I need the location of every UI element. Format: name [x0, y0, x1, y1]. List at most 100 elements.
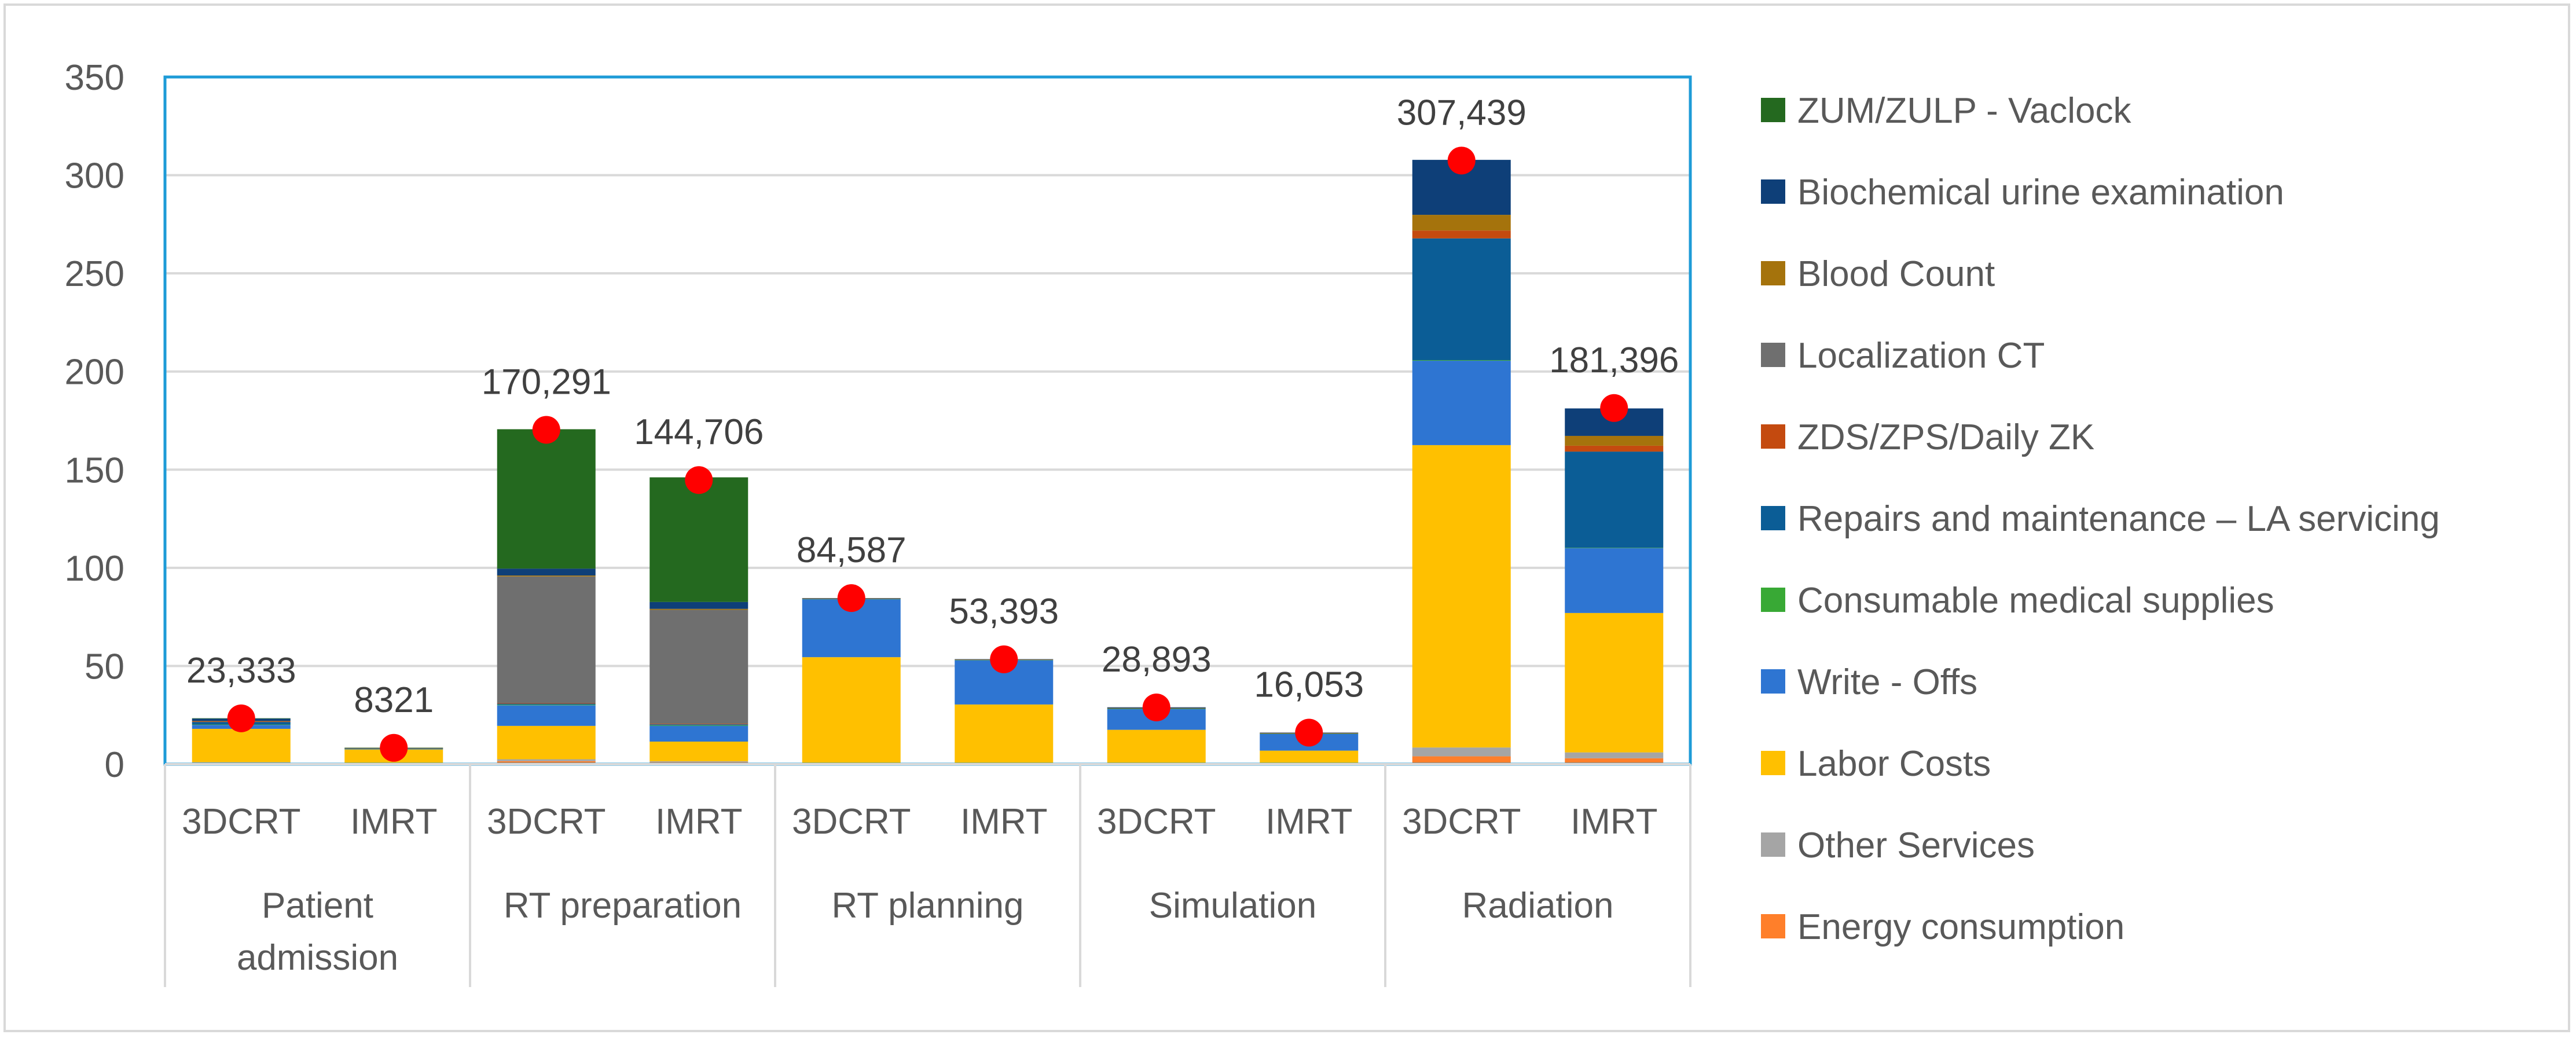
total-marker: [380, 733, 408, 762]
bar-segment: [497, 576, 596, 703]
x-category-label: 3DCRT: [1402, 802, 1521, 842]
bar-segment: [1412, 238, 1511, 361]
bar-segment: [1565, 452, 1664, 548]
bar-segment: [497, 759, 596, 761]
total-label: 53,393: [949, 592, 1059, 632]
x-group-label: admission: [237, 938, 398, 978]
bar-segment: [1412, 230, 1511, 239]
bar-segment: [802, 657, 901, 764]
x-group-label: RT planning: [831, 886, 1023, 926]
legend-swatch: [1761, 98, 1785, 122]
legend-label: Labor Costs: [1797, 744, 1991, 784]
legend-label: Energy consumption: [1797, 907, 2124, 947]
y-tick-label: 250: [65, 254, 124, 294]
legend-swatch: [1761, 261, 1785, 285]
y-tick-label: 0: [105, 745, 124, 785]
data-labels: 23,333 8321 170,291 144,706 84,587 53,393 28,8…: [186, 93, 1679, 720]
x-axis: 3DCRT IMRT 3DCRT IMRT 3DCRT IMRT 3DCRT IMRT 3DCR…: [164, 763, 1691, 987]
bar-segment: [1412, 215, 1511, 231]
legend-swatch: [1761, 832, 1785, 857]
legend-label: Other Services: [1797, 826, 2035, 865]
y-tick-label: 50: [85, 647, 124, 687]
total-markers: [227, 146, 1628, 762]
legend-label: Blood Count: [1797, 254, 1995, 294]
bar-segment: [649, 761, 748, 762]
bar-segment: [497, 761, 596, 764]
total-label: 28,893: [1102, 640, 1212, 680]
total-label: 144,706: [634, 412, 764, 452]
x-category-label: IMRT: [350, 802, 437, 842]
bar-segment: [497, 575, 596, 577]
legend-label: Write - Offs: [1797, 662, 1977, 702]
total-marker: [1142, 694, 1170, 722]
legend-swatch: [1761, 179, 1785, 204]
total-label: 23,333: [186, 651, 296, 691]
bar-segment: [497, 703, 596, 705]
y-axis: 0 50 100 150 200 250 300 350: [65, 58, 124, 785]
bar-segment: [649, 741, 748, 761]
bar-segment: [1412, 445, 1511, 748]
bar-segment: [649, 601, 748, 609]
bar-segment: [649, 724, 748, 725]
legend-label: ZUM/ZULP - Vaclock: [1797, 91, 2131, 131]
x-group-label: RT preparation: [504, 886, 742, 926]
bar-segment: [649, 608, 748, 610]
legend-swatch: [1761, 588, 1785, 612]
y-tick-label: 200: [65, 353, 124, 393]
bar-segment: [497, 725, 596, 760]
bar-segment: [1412, 756, 1511, 764]
x-category-label: IMRT: [960, 802, 1047, 842]
x-group-label: Radiation: [1462, 886, 1614, 926]
bar-segment: [649, 477, 748, 602]
bar-segment: [649, 725, 748, 742]
bar-segment: [649, 610, 748, 724]
x-category-label: IMRT: [1265, 802, 1352, 842]
bar-segment: [1565, 548, 1664, 613]
legend: ZUM/ZULP - Vaclock Biochemical urine exam…: [1761, 91, 2440, 947]
total-label: 307,439: [1397, 93, 1526, 133]
total-label: 84,587: [797, 530, 907, 570]
x-category-label: 3DCRT: [182, 802, 301, 842]
legend-label: Localization CT: [1797, 336, 2045, 376]
y-tick-label: 100: [65, 549, 124, 589]
y-tick-label: 350: [65, 58, 124, 98]
bar-segment: [497, 568, 596, 576]
total-marker: [1295, 718, 1323, 747]
x-group-label: Patient: [262, 886, 373, 926]
bar-segment: [497, 705, 596, 726]
bar-segment: [1412, 747, 1511, 757]
total-label: 170,291: [482, 362, 611, 402]
legend-label: Repairs and maintenance – LA servicing: [1797, 499, 2440, 539]
legend-label: Biochemical urine examination: [1797, 173, 2284, 212]
total-marker: [532, 416, 560, 444]
bar-segment: [1412, 361, 1511, 445]
bar-segment: [497, 429, 596, 569]
bar-segment: [649, 725, 748, 726]
total-marker: [685, 466, 713, 494]
legend-swatch: [1761, 914, 1785, 938]
x-category-label: IMRT: [655, 802, 742, 842]
total-label: 181,396: [1549, 340, 1679, 380]
bars: [192, 160, 1664, 764]
bar-segment: [955, 704, 1054, 764]
legend-swatch: [1761, 669, 1785, 694]
bar-segment: [1412, 360, 1511, 361]
total-marker: [990, 645, 1018, 673]
x-category-label: 3DCRT: [1097, 802, 1216, 842]
total-marker: [227, 704, 255, 732]
legend-label: ZDS/ZPS/Daily ZK: [1797, 417, 2094, 457]
x-category-label: 3DCRT: [792, 802, 911, 842]
legend-swatch: [1761, 751, 1785, 775]
total-marker: [1600, 394, 1628, 422]
bar-segment: [497, 703, 596, 704]
bar-segment: [192, 728, 291, 762]
legend-swatch: [1761, 506, 1785, 530]
bar-segment: [1565, 445, 1664, 452]
y-tick-label: 150: [65, 450, 124, 490]
total-label: 8321: [354, 680, 434, 720]
bar-segment: [1565, 758, 1664, 764]
x-category-label: IMRT: [1570, 802, 1657, 842]
bar-segment: [1565, 752, 1664, 758]
legend-label: Consumable medical supplies: [1797, 581, 2274, 621]
total-marker: [837, 584, 865, 612]
